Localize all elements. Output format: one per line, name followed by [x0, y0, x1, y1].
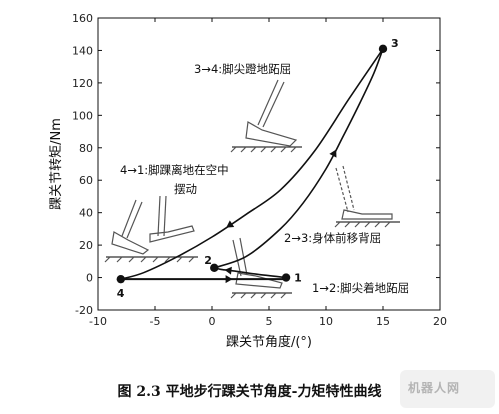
y-tick-label: 20 — [79, 239, 93, 252]
y-tick-label: 40 — [79, 207, 93, 220]
direction-arrow-s23 — [329, 149, 337, 158]
annotation-phase-3-4: 3→4:脚尖蹬地跖屈 — [194, 62, 291, 76]
direction-arrow-s34 — [226, 220, 235, 228]
y-tick-label: 140 — [72, 44, 93, 57]
illustration-push-off — [230, 79, 302, 153]
point-2 — [210, 263, 219, 273]
illustration-toe-strike — [230, 237, 292, 299]
points-layer: 1 2 3 4 — [116, 37, 399, 300]
point-1 — [281, 273, 291, 282]
figure-caption: 图 2.3 平地步行踝关节角度-力矩特性曲线 — [117, 384, 382, 400]
direction-arrow-s41 — [225, 275, 233, 284]
x-tick-label: -5 — [150, 315, 161, 328]
x-tick-label: 20 — [433, 315, 447, 328]
direction-arrow-s12 — [224, 266, 232, 275]
annotation-phase-1-2: 1→2:脚尖着地跖屈 — [312, 281, 409, 295]
y-tick-label: 80 — [79, 142, 93, 155]
illustration-dorsiflexion — [334, 165, 400, 228]
series-line-s23 — [214, 48, 384, 269]
watermark: 机器人网 — [400, 370, 495, 408]
annotation-phase-2-3: 2→3:身体前移背屈 — [284, 231, 381, 245]
x-tick-label: 10 — [319, 315, 333, 328]
point-label-3: 3 — [391, 37, 399, 50]
point-label-4: 4 — [117, 287, 125, 300]
y-tick-label: 100 — [72, 109, 93, 122]
point-3 — [378, 44, 388, 54]
series-line-s34 — [120, 48, 384, 280]
y-tick-label: 0 — [86, 272, 93, 285]
x-axis-label: 踝关节角度/(°) — [226, 334, 312, 350]
x-tick-label: 15 — [376, 315, 390, 328]
series-layer — [120, 48, 384, 284]
y-tick-label: 120 — [72, 77, 93, 90]
y-axis-label: 踝关节转矩/Nm — [49, 118, 64, 210]
point-label-2: 2 — [204, 254, 212, 267]
x-tick-label: 0 — [209, 315, 216, 328]
annotation-phase-4-1: 4→1:脚踝离地在空中 — [120, 163, 229, 177]
series-line-s12 — [214, 267, 287, 279]
point-label-1: 1 — [294, 272, 302, 285]
watermark-text: 机器人网 — [408, 381, 461, 395]
chart-figure: -10 -5 0 5 10 15 20 -20 0 20 40 60 80 100 120 140 160 踝关… — [49, 12, 447, 350]
y-tick-label: 60 — [79, 174, 93, 187]
x-tick-label: -10 — [89, 315, 107, 328]
annotation-phase-4-1-cont: 摆动 — [174, 182, 197, 196]
illustration-swing — [104, 195, 198, 263]
point-4 — [116, 274, 126, 284]
axis-ticks: -10 -5 0 5 10 15 20 -20 0 20 40 60 80 100 120 140 160 — [72, 12, 447, 328]
y-tick-label: 160 — [72, 12, 93, 25]
y-tick-label: -20 — [75, 304, 93, 317]
x-tick-label: 5 — [266, 315, 273, 328]
